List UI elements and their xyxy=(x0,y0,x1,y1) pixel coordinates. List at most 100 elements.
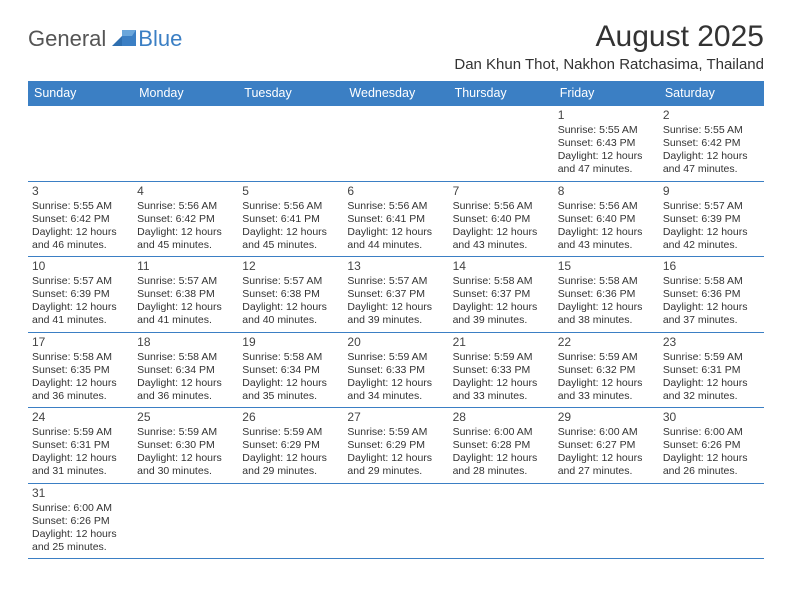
sunset-line: Sunset: 6:38 PM xyxy=(242,288,339,301)
sunrise-line: Sunrise: 5:59 AM xyxy=(347,426,444,439)
sunrise-line: Sunrise: 5:58 AM xyxy=(137,351,234,364)
calendar-cell: 30Sunrise: 6:00 AMSunset: 6:26 PMDayligh… xyxy=(659,408,764,484)
daylight-line: Daylight: 12 hours and 37 minutes. xyxy=(663,301,760,327)
calendar-cell xyxy=(554,483,659,559)
sunset-line: Sunset: 6:43 PM xyxy=(558,137,655,150)
calendar-row: 1Sunrise: 5:55 AMSunset: 6:43 PMDaylight… xyxy=(28,106,764,182)
day-number: 1 xyxy=(558,108,655,123)
calendar-cell xyxy=(449,483,554,559)
day-number: 9 xyxy=(663,184,760,199)
calendar-row: 24Sunrise: 5:59 AMSunset: 6:31 PMDayligh… xyxy=(28,408,764,484)
daylight-line: Daylight: 12 hours and 28 minutes. xyxy=(453,452,550,478)
calendar-cell: 14Sunrise: 5:58 AMSunset: 6:37 PMDayligh… xyxy=(449,257,554,333)
calendar-cell xyxy=(343,106,448,182)
sunrise-line: Sunrise: 5:56 AM xyxy=(242,200,339,213)
sunset-line: Sunset: 6:39 PM xyxy=(32,288,129,301)
sunrise-line: Sunrise: 5:55 AM xyxy=(558,124,655,137)
daylight-line: Daylight: 12 hours and 33 minutes. xyxy=(558,377,655,403)
daylight-line: Daylight: 12 hours and 34 minutes. xyxy=(347,377,444,403)
day-number: 3 xyxy=(32,184,129,199)
calendar-cell: 17Sunrise: 5:58 AMSunset: 6:35 PMDayligh… xyxy=(28,332,133,408)
daylight-line: Daylight: 12 hours and 35 minutes. xyxy=(242,377,339,403)
calendar-cell: 13Sunrise: 5:57 AMSunset: 6:37 PMDayligh… xyxy=(343,257,448,333)
calendar-cell: 18Sunrise: 5:58 AMSunset: 6:34 PMDayligh… xyxy=(133,332,238,408)
calendar-cell: 31Sunrise: 6:00 AMSunset: 6:26 PMDayligh… xyxy=(28,483,133,559)
daylight-line: Daylight: 12 hours and 42 minutes. xyxy=(663,226,760,252)
sunset-line: Sunset: 6:32 PM xyxy=(558,364,655,377)
day-number: 5 xyxy=(242,184,339,199)
day-number: 16 xyxy=(663,259,760,274)
calendar-cell xyxy=(343,483,448,559)
sunset-line: Sunset: 6:29 PM xyxy=(347,439,444,452)
calendar-cell: 4Sunrise: 5:56 AMSunset: 6:42 PMDaylight… xyxy=(133,181,238,257)
sunrise-line: Sunrise: 5:57 AM xyxy=(242,275,339,288)
calendar-row: 17Sunrise: 5:58 AMSunset: 6:35 PMDayligh… xyxy=(28,332,764,408)
sunrise-line: Sunrise: 5:59 AM xyxy=(558,351,655,364)
day-number: 2 xyxy=(663,108,760,123)
day-header: Monday xyxy=(133,81,238,106)
sunrise-line: Sunrise: 5:59 AM xyxy=(453,351,550,364)
sunrise-line: Sunrise: 5:59 AM xyxy=(663,351,760,364)
calendar-cell: 6Sunrise: 5:56 AMSunset: 6:41 PMDaylight… xyxy=(343,181,448,257)
daylight-line: Daylight: 12 hours and 38 minutes. xyxy=(558,301,655,327)
sunrise-line: Sunrise: 5:59 AM xyxy=(347,351,444,364)
day-number: 25 xyxy=(137,410,234,425)
calendar-cell: 22Sunrise: 5:59 AMSunset: 6:32 PMDayligh… xyxy=(554,332,659,408)
day-number: 20 xyxy=(347,335,444,350)
calendar-row: 3Sunrise: 5:55 AMSunset: 6:42 PMDaylight… xyxy=(28,181,764,257)
sunrise-line: Sunrise: 5:59 AM xyxy=(32,426,129,439)
sunset-line: Sunset: 6:34 PM xyxy=(137,364,234,377)
daylight-line: Daylight: 12 hours and 26 minutes. xyxy=(663,452,760,478)
day-number: 7 xyxy=(453,184,550,199)
calendar-cell: 21Sunrise: 5:59 AMSunset: 6:33 PMDayligh… xyxy=(449,332,554,408)
calendar-cell: 10Sunrise: 5:57 AMSunset: 6:39 PMDayligh… xyxy=(28,257,133,333)
day-number: 22 xyxy=(558,335,655,350)
sunset-line: Sunset: 6:31 PM xyxy=(663,364,760,377)
sunset-line: Sunset: 6:36 PM xyxy=(558,288,655,301)
calendar-cell: 26Sunrise: 5:59 AMSunset: 6:29 PMDayligh… xyxy=(238,408,343,484)
daylight-line: Daylight: 12 hours and 45 minutes. xyxy=(242,226,339,252)
calendar-row: 10Sunrise: 5:57 AMSunset: 6:39 PMDayligh… xyxy=(28,257,764,333)
sunset-line: Sunset: 6:38 PM xyxy=(137,288,234,301)
calendar-cell xyxy=(133,483,238,559)
page-title: August 2025 xyxy=(454,20,764,54)
calendar-cell: 27Sunrise: 5:59 AMSunset: 6:29 PMDayligh… xyxy=(343,408,448,484)
day-number: 26 xyxy=(242,410,339,425)
daylight-line: Daylight: 12 hours and 41 minutes. xyxy=(137,301,234,327)
calendar-cell xyxy=(28,106,133,182)
title-block: August 2025 Dan Khun Thot, Nakhon Ratcha… xyxy=(454,20,764,73)
daylight-line: Daylight: 12 hours and 31 minutes. xyxy=(32,452,129,478)
daylight-line: Daylight: 12 hours and 29 minutes. xyxy=(347,452,444,478)
sunrise-line: Sunrise: 5:57 AM xyxy=(137,275,234,288)
location-subtitle: Dan Khun Thot, Nakhon Ratchasima, Thaila… xyxy=(454,56,764,73)
day-number: 8 xyxy=(558,184,655,199)
sunrise-line: Sunrise: 5:55 AM xyxy=(663,124,760,137)
day-number: 29 xyxy=(558,410,655,425)
sunset-line: Sunset: 6:41 PM xyxy=(347,213,444,226)
sunrise-line: Sunrise: 5:59 AM xyxy=(137,426,234,439)
daylight-line: Daylight: 12 hours and 39 minutes. xyxy=(347,301,444,327)
calendar-cell xyxy=(238,106,343,182)
day-header: Tuesday xyxy=(238,81,343,106)
sunrise-line: Sunrise: 6:00 AM xyxy=(558,426,655,439)
logo-text-general: General xyxy=(28,26,106,52)
calendar-cell: 7Sunrise: 5:56 AMSunset: 6:40 PMDaylight… xyxy=(449,181,554,257)
day-number: 15 xyxy=(558,259,655,274)
sunset-line: Sunset: 6:26 PM xyxy=(32,515,129,528)
daylight-line: Daylight: 12 hours and 25 minutes. xyxy=(32,528,129,554)
sunset-line: Sunset: 6:37 PM xyxy=(347,288,444,301)
daylight-line: Daylight: 12 hours and 36 minutes. xyxy=(32,377,129,403)
day-number: 31 xyxy=(32,486,129,501)
day-header: Sunday xyxy=(28,81,133,106)
sunset-line: Sunset: 6:26 PM xyxy=(663,439,760,452)
day-number: 6 xyxy=(347,184,444,199)
sunrise-line: Sunrise: 5:56 AM xyxy=(347,200,444,213)
calendar-cell: 20Sunrise: 5:59 AMSunset: 6:33 PMDayligh… xyxy=(343,332,448,408)
day-header: Thursday xyxy=(449,81,554,106)
daylight-line: Daylight: 12 hours and 45 minutes. xyxy=(137,226,234,252)
sunrise-line: Sunrise: 5:57 AM xyxy=(347,275,444,288)
day-number: 19 xyxy=(242,335,339,350)
calendar-cell: 16Sunrise: 5:58 AMSunset: 6:36 PMDayligh… xyxy=(659,257,764,333)
daylight-line: Daylight: 12 hours and 43 minutes. xyxy=(558,226,655,252)
day-number: 27 xyxy=(347,410,444,425)
